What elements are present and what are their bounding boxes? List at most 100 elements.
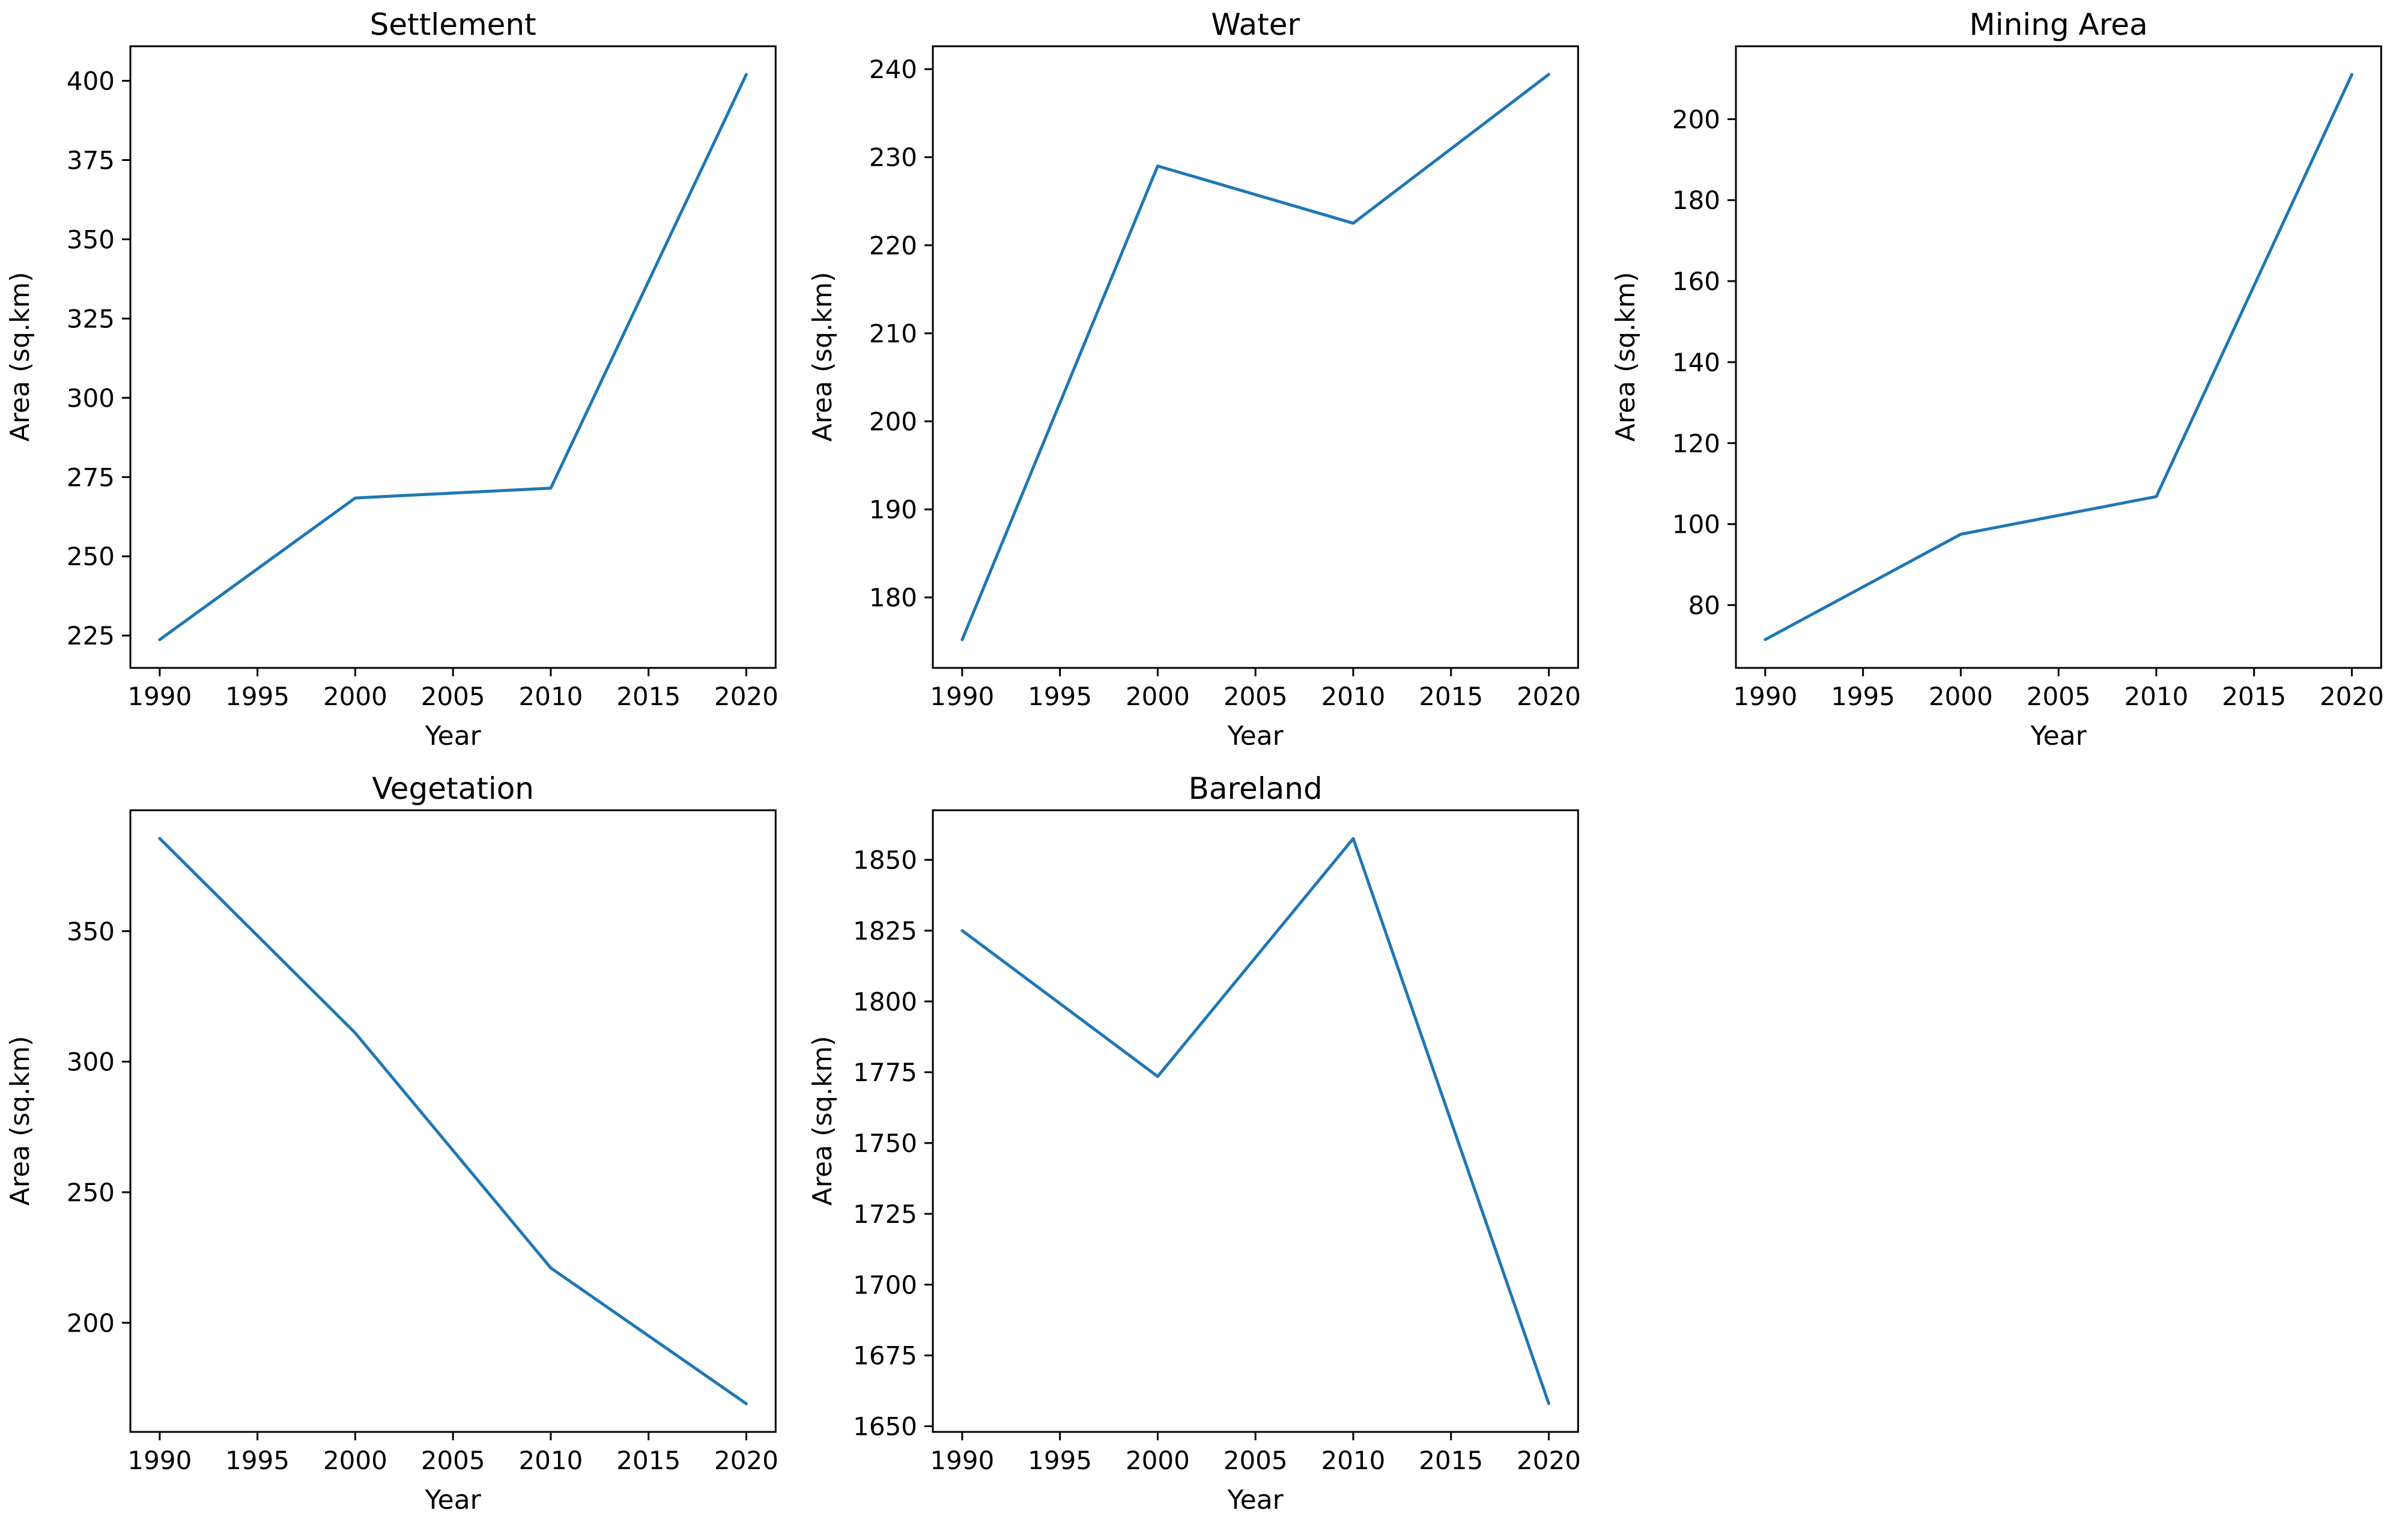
x-axis-label: Year — [1227, 721, 1284, 751]
y-tick-label: 1800 — [853, 987, 917, 1016]
y-tick-label: 1825 — [853, 916, 917, 945]
subplot-bareland: Bareland Area (sq.km) Year 1990 1995 2000 2… — [802, 764, 1605, 1528]
x-tick-label: 2000 — [1126, 682, 1190, 711]
chart-title: Mining Area — [1969, 7, 2147, 42]
chart-title: Bareland — [1189, 771, 1323, 806]
x-tick-label: 2000 — [1126, 1446, 1190, 1475]
x-tick-label: 1995 — [225, 1446, 290, 1475]
chart-title: Settlement — [370, 7, 536, 42]
x-tick-label: 2000 — [323, 1446, 387, 1475]
y-tick-label: 375 — [67, 145, 115, 175]
y-tick-label: 275 — [67, 462, 115, 492]
y-tick-label: 100 — [1672, 510, 1720, 539]
empty-cell — [1606, 764, 2408, 1528]
y-tick-label: 350 — [67, 917, 115, 946]
y-tick-label: 350 — [67, 225, 115, 254]
x-tick-label: 1990 — [127, 682, 192, 711]
y-tick-label: 200 — [869, 407, 917, 437]
axes-area: 1990 1995 2000 2005 2010 2015 2020 80 100 120 140 1… — [1672, 45, 2384, 711]
y-tick-label: 400 — [67, 67, 115, 96]
y-tick-label: 120 — [1672, 429, 1720, 458]
x-axis-label: Year — [1227, 1485, 1284, 1515]
y-axis-label: Area (sq.km) — [1610, 272, 1641, 442]
data-line — [158, 73, 748, 641]
x-tick-label: 2020 — [714, 682, 778, 711]
x-tick-label: 2015 — [2222, 682, 2286, 711]
vegetation-line-chart: Vegetation Area (sq.km) Year 1990 1995 200… — [5, 771, 778, 1515]
data-line — [960, 837, 1551, 1405]
x-tick-label: 2015 — [616, 682, 681, 711]
y-tick-label: 1750 — [853, 1129, 917, 1158]
axes-spine — [129, 809, 777, 1433]
y-tick-label: 240 — [869, 55, 917, 84]
axes-spine — [932, 809, 1580, 1433]
y-tick-label: 250 — [67, 1178, 115, 1207]
chart-title: Water — [1212, 7, 1300, 42]
y-tick-label: 140 — [1672, 348, 1720, 377]
axes-spine — [1735, 45, 2382, 669]
x-tick-label: 1995 — [1028, 1446, 1093, 1475]
axes-area: 1990 1995 2000 2005 2010 2015 2020 200 250 300 350 — [67, 809, 778, 1475]
data-line — [158, 837, 748, 1405]
x-tick-label: 1995 — [1831, 682, 1895, 711]
x-tick-label: 1995 — [1028, 682, 1093, 711]
axes-spine — [129, 45, 777, 669]
y-axis-label: Area (sq.km) — [807, 272, 838, 442]
y-tick-label: 300 — [67, 1047, 115, 1077]
x-tick-label: 1990 — [1733, 682, 1797, 711]
x-tick-label: 2000 — [1929, 682, 1993, 711]
x-tick-label: 2015 — [616, 1446, 681, 1475]
x-tick-label: 1990 — [930, 1446, 995, 1475]
x-tick-label: 2010 — [519, 1446, 583, 1475]
axes-area: 1990 1995 2000 2005 2010 2015 2020 225 250 275 300… — [67, 45, 778, 711]
x-tick-label: 2005 — [2026, 682, 2090, 711]
y-tick-label: 230 — [869, 143, 917, 172]
y-tick-label: 220 — [869, 231, 917, 260]
x-tick-label: 2005 — [421, 1446, 485, 1475]
y-axis-label: Area (sq.km) — [5, 272, 35, 442]
x-tick-label: 2015 — [1419, 682, 1484, 711]
settlement-line-chart: Settlement Area (sq.km) Year 1990 1995 200… — [5, 7, 778, 751]
subplot-mining-area: Mining Area Area (sq.km) Year 1990 1995 20… — [1606, 0, 2408, 764]
data-line — [960, 73, 1551, 641]
axes-area: 1990 1995 2000 2005 2010 2015 2020 1650 1675 1700… — [853, 809, 1581, 1475]
x-tick-label: 2010 — [1321, 1446, 1386, 1475]
x-tick-label: 2020 — [1517, 1446, 1581, 1475]
y-tick-label: 180 — [869, 583, 917, 613]
y-tick-label: 325 — [67, 304, 115, 333]
axes-area: 1990 1995 2000 2005 2010 2015 2020 180 190 200 210… — [869, 45, 1581, 711]
y-tick-label: 225 — [67, 621, 115, 650]
bareland-line-chart: Bareland Area (sq.km) Year 1990 1995 2000 2… — [807, 771, 1581, 1515]
x-tick-label: 2000 — [323, 682, 387, 711]
x-tick-label: 2015 — [1419, 1446, 1484, 1475]
x-tick-label: 2005 — [1224, 1446, 1288, 1475]
x-tick-label: 2020 — [2320, 682, 2384, 711]
mining-area-line-chart: Mining Area Area (sq.km) Year 1990 1995 20… — [1610, 7, 2384, 751]
x-tick-label: 2010 — [519, 682, 583, 711]
y-tick-label: 200 — [1672, 105, 1720, 134]
x-tick-label: 1990 — [127, 1446, 192, 1475]
subplot-vegetation: Vegetation Area (sq.km) Year 1990 1995 200… — [0, 764, 802, 1528]
x-tick-label: 2020 — [714, 1446, 778, 1475]
y-tick-label: 1725 — [853, 1199, 917, 1229]
y-tick-label: 1700 — [853, 1270, 917, 1300]
x-tick-label: 1995 — [225, 682, 290, 711]
subplot-settlement: Settlement Area (sq.km) Year 1990 1995 200… — [0, 0, 802, 764]
data-line — [1764, 73, 2353, 641]
y-tick-label: 250 — [67, 542, 115, 571]
x-tick-label: 2005 — [421, 682, 485, 711]
axes-spine — [932, 45, 1580, 669]
x-tick-label: 2020 — [1517, 682, 1581, 711]
x-tick-label: 2010 — [2124, 682, 2188, 711]
x-tick-label: 2005 — [1224, 682, 1288, 711]
y-tick-label: 1850 — [853, 846, 917, 875]
y-tick-label: 1650 — [853, 1412, 917, 1442]
water-line-chart: Water Area (sq.km) Year 1990 1995 2000 2005… — [807, 7, 1581, 751]
y-axis-label: Area (sq.km) — [807, 1036, 838, 1206]
x-axis-label: Year — [425, 1485, 482, 1515]
chart-title: Vegetation — [372, 771, 534, 806]
y-axis-label: Area (sq.km) — [5, 1036, 35, 1206]
y-tick-label: 210 — [869, 319, 917, 348]
x-tick-label: 1990 — [930, 682, 995, 711]
